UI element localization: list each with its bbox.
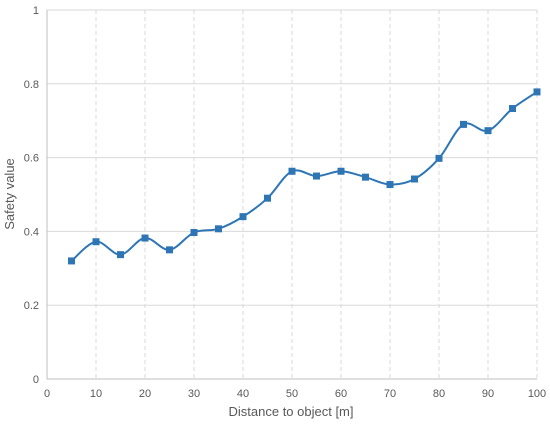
data-point — [386, 181, 394, 189]
data-point — [533, 88, 541, 96]
x-tick-label: 20 — [139, 388, 151, 400]
data-point — [484, 127, 492, 135]
x-tick-label: 80 — [433, 388, 445, 400]
data-point — [411, 175, 418, 183]
data-point — [362, 173, 369, 181]
series — [70, 91, 538, 262]
y-tick-label: 0.8 — [24, 79, 39, 91]
x-tick-labels: 0 10 20 30 40 50 60 70 80 90 100 — [44, 388, 546, 400]
data-point — [92, 238, 100, 246]
data-point — [117, 251, 124, 259]
data-point — [313, 172, 320, 180]
y-tick-label: 0.6 — [24, 153, 39, 165]
data-point — [239, 213, 247, 221]
y-tick-label: 1 — [33, 5, 39, 17]
series-line — [70, 91, 538, 262]
y-tick-label: 0 — [33, 374, 39, 386]
y-tick-label: 0.2 — [24, 300, 39, 312]
data-point — [509, 105, 516, 113]
data-point — [141, 234, 149, 242]
data-point — [460, 120, 467, 128]
data-point — [264, 194, 271, 202]
y-tick-label: 0.4 — [24, 226, 39, 238]
x-axis-title: Distance to object [m] — [229, 404, 354, 419]
data-point — [435, 154, 443, 162]
data-point — [288, 167, 296, 175]
x-tick-label: 100 — [528, 388, 546, 400]
data-point — [190, 229, 198, 237]
x-tick-label: 30 — [188, 388, 200, 400]
x-tick-label: 0 — [44, 388, 50, 400]
markers — [68, 88, 541, 265]
x-tick-label: 70 — [384, 388, 396, 400]
y-tick-labels: 0 0.2 0.4 0.6 0.8 1 — [24, 5, 39, 386]
x-tick-label: 90 — [482, 388, 494, 400]
axes — [46, 10, 537, 380]
data-point — [337, 167, 345, 175]
x-tick-label: 10 — [90, 388, 102, 400]
x-tick-label: 50 — [286, 388, 298, 400]
y-axis-title: Safety value — [2, 158, 17, 230]
grid — [47, 9, 538, 379]
data-point — [166, 246, 173, 254]
x-tick-label: 40 — [237, 388, 249, 400]
data-point — [68, 257, 75, 265]
x-tick-label: 60 — [335, 388, 347, 400]
data-point — [215, 225, 222, 233]
